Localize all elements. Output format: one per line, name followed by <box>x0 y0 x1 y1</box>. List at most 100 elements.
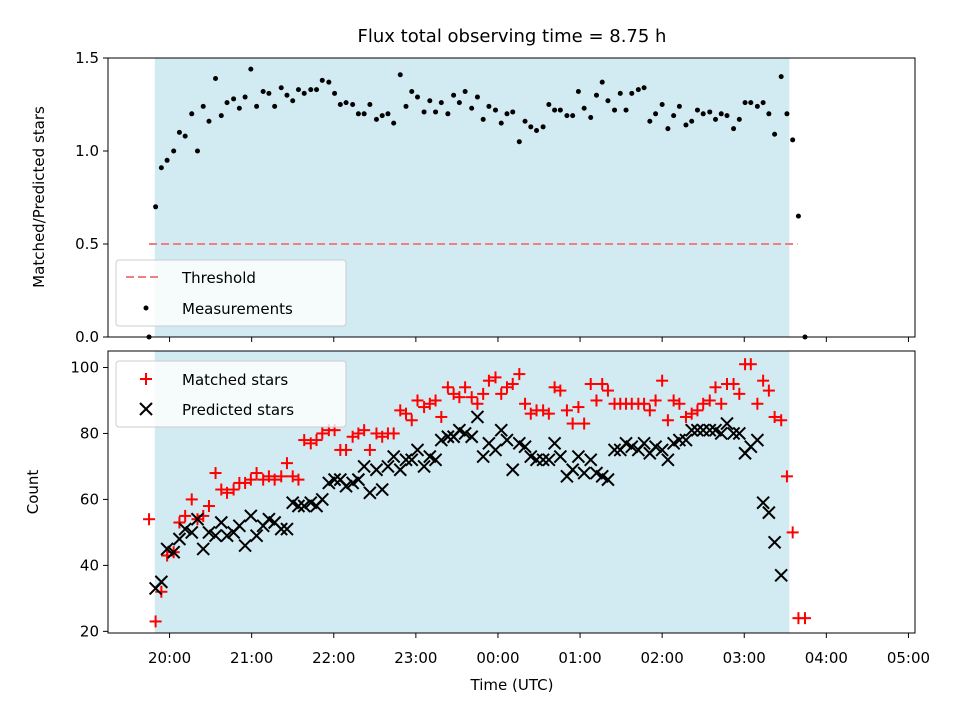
measurement-point <box>599 79 605 85</box>
matched-stars-point <box>227 483 240 496</box>
measurement-point <box>629 90 635 96</box>
matched-stars-point <box>441 381 454 394</box>
predicted-stars-point <box>160 542 174 556</box>
predicted-stars-point <box>410 443 425 457</box>
matched-stars-point <box>482 374 495 387</box>
top-plot-frame <box>107 57 916 338</box>
predicted-stars-point <box>542 453 556 467</box>
matched-stars-point <box>649 394 662 407</box>
matched-stars-point <box>400 407 413 420</box>
bottom-legend: Matched stars Predicted stars <box>115 360 347 428</box>
measurement-point <box>612 107 618 113</box>
measurement-point <box>153 204 159 210</box>
measurement-point <box>326 79 332 85</box>
matched-stars-point <box>275 470 288 483</box>
matched-stars-point <box>387 427 400 440</box>
measurement-point <box>164 157 170 163</box>
matched-stars-point <box>155 585 168 598</box>
predicted-stars-point <box>185 525 199 540</box>
bottom-y-tick-label: 80 <box>80 424 99 442</box>
predicted-stars-point <box>434 433 449 447</box>
matched-stars-point <box>798 612 811 625</box>
predicted-stars-point <box>625 439 639 454</box>
predicted-stars-point <box>178 522 192 536</box>
predicted-stars-point <box>232 519 247 533</box>
matched-stars-point <box>596 377 609 390</box>
matched-stars-point <box>638 397 651 410</box>
x-tick-label: 00:00 <box>476 649 519 667</box>
predicted-stars-point <box>494 423 508 437</box>
measurement-point <box>540 124 546 130</box>
predicted-stars-point <box>363 486 377 500</box>
measurement-point <box>617 90 623 96</box>
matched-stars-point <box>280 457 293 470</box>
measurement-point <box>278 85 284 91</box>
measurement-point <box>486 103 492 109</box>
measurement-point <box>421 109 427 115</box>
predicted-stars-point <box>565 463 580 477</box>
predicted-stars-point <box>720 416 734 431</box>
predicted-stars-point <box>208 528 223 543</box>
measurement-point <box>397 72 403 78</box>
measurement-point <box>218 113 224 119</box>
measurement-point <box>200 103 206 109</box>
threshold-legend-label: Threshold <box>181 269 256 287</box>
measurement-point <box>504 111 510 117</box>
matched-stars-point <box>703 394 716 407</box>
matched-stars-point <box>560 404 573 417</box>
matched-stars-point <box>697 397 710 410</box>
matched-stars-point <box>733 387 746 400</box>
predicted-stars-point <box>381 459 395 474</box>
matched-stars-point <box>221 486 234 499</box>
measurement-point <box>546 102 552 107</box>
predicted-stars-point <box>428 453 443 467</box>
predicted-stars-point <box>655 443 669 457</box>
bottom-x-axis: 20:00 21:00 22:00 23:00 00:00 01:00 02:00 03:00… <box>148 633 930 667</box>
predicted-stars-point <box>547 436 562 451</box>
matched-stars-point <box>572 401 585 414</box>
top-y-tick-label: 0.0 <box>75 328 99 346</box>
measurement-point <box>224 100 230 106</box>
predicted-stars-point <box>756 496 770 510</box>
bottom-legend-box <box>115 360 347 428</box>
measurement-point <box>438 100 444 106</box>
predicted-stars-point <box>249 528 264 543</box>
matched-stars-point <box>173 516 186 529</box>
measurement-point <box>635 87 641 93</box>
predicted-stars-point <box>714 426 728 441</box>
top-panel: 0.0 0.5 1.0 1.5 Matched/Predicted stars Thr… <box>30 49 916 346</box>
predicted-stars-point <box>464 430 479 444</box>
measurement-point <box>301 90 307 96</box>
measurement-point <box>194 148 200 154</box>
measurement-point <box>766 111 772 117</box>
matched-stars-point <box>715 397 728 410</box>
predicted-stars-point <box>196 542 210 556</box>
predicted-stars-point <box>536 453 550 467</box>
predicted-stars-point <box>726 426 741 441</box>
matched-stars-point <box>429 394 442 407</box>
measurement-point <box>462 88 468 94</box>
predicted-stars-point <box>357 459 371 474</box>
measurement-point <box>772 131 778 137</box>
matched-stars-point <box>477 387 490 400</box>
measurements-legend-label: Measurements <box>182 300 293 318</box>
matched-stars-point <box>149 615 162 628</box>
matched-stars-point <box>363 443 376 456</box>
matched-stars-point <box>465 391 478 404</box>
predicted-stars-point <box>297 499 311 513</box>
matched-stars-point <box>268 473 281 486</box>
matched-stars-point <box>601 384 614 397</box>
measurement-point <box>754 103 760 109</box>
measurement-point <box>575 88 581 94</box>
measurement-point <box>564 113 570 119</box>
predicted-stars-point <box>220 528 234 543</box>
predicted-stars-point <box>458 426 472 441</box>
bottom-y-axis-title: Count <box>24 470 42 515</box>
measurement-point <box>570 113 576 119</box>
matched-legend-label: Matched stars <box>182 371 288 389</box>
measurement-point <box>522 118 528 124</box>
matched-stars-point <box>584 377 597 390</box>
measurement-point <box>260 88 266 94</box>
measurement-point <box>451 92 457 98</box>
matched-stars-point <box>143 513 156 526</box>
